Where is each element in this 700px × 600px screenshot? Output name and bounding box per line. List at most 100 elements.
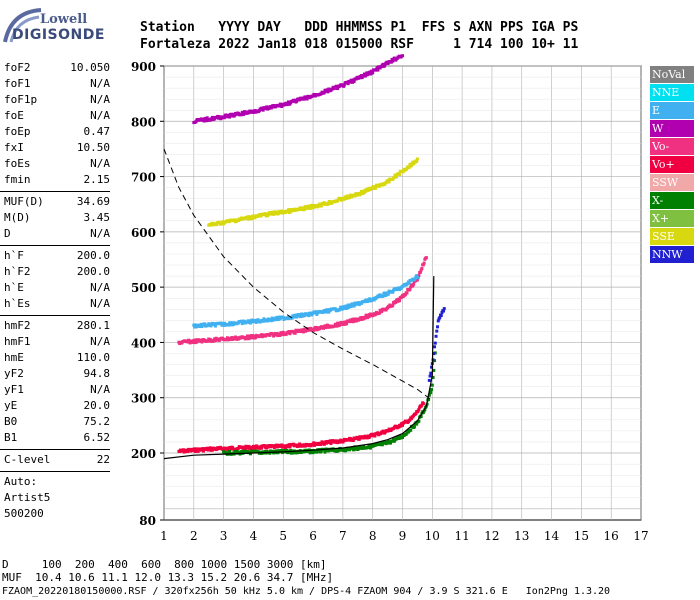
- data-point: [431, 375, 435, 379]
- data-point: [260, 446, 264, 450]
- data-point: [298, 442, 302, 446]
- x-tick-label: 15: [574, 529, 589, 543]
- data-point: [364, 298, 368, 302]
- series-x: [222, 351, 437, 456]
- data-point: [420, 403, 424, 407]
- series-w: [192, 54, 404, 125]
- x-tick-label: 12: [484, 529, 499, 543]
- data-point: [429, 371, 433, 375]
- param-row-ye: yE 20.0: [4, 398, 110, 414]
- data-point: [255, 444, 259, 448]
- y-tick-label: 600: [131, 226, 156, 240]
- data-point: [288, 445, 292, 449]
- param-label: fxI: [4, 141, 24, 154]
- data-point: [280, 104, 284, 108]
- data-point: [389, 441, 393, 445]
- data-point: [305, 97, 309, 101]
- data-point: [430, 383, 434, 387]
- param-value: N/A: [90, 383, 110, 396]
- data-point: [368, 297, 372, 301]
- data-point: [308, 207, 312, 211]
- data-point: [342, 197, 346, 201]
- series-sse: [207, 157, 419, 227]
- data-point: [442, 307, 446, 311]
- data-point: [424, 256, 428, 260]
- data-point: [412, 162, 416, 166]
- param-label: hmF2: [4, 319, 31, 332]
- data-point: [415, 157, 419, 161]
- param-row-md: M(D) 3.45: [4, 210, 110, 226]
- param-value: N/A: [90, 335, 110, 348]
- legend-item-e: E: [650, 102, 694, 119]
- auto-text-2: Artist5: [4, 491, 51, 504]
- data-point: [265, 105, 269, 109]
- data-point: [234, 335, 238, 339]
- data-point: [319, 449, 323, 453]
- series-vo: [177, 401, 425, 454]
- param-label: fmin: [4, 173, 31, 186]
- data-point: [336, 87, 340, 91]
- param-value: 20.0: [83, 399, 111, 412]
- param-row-fxi: fxI 10.50: [4, 140, 110, 156]
- param-value: 2.15: [83, 173, 111, 186]
- param-row-fof2: foF2 10.050: [4, 60, 110, 76]
- param-value: N/A: [90, 93, 110, 106]
- legend-item-sse: SSE: [650, 228, 694, 245]
- data-point: [349, 305, 353, 309]
- data-point: [436, 325, 440, 329]
- param-label: foF1: [4, 77, 31, 90]
- param-label: B0: [4, 415, 18, 428]
- auto-text-3: 500200: [4, 507, 44, 520]
- data-point: [414, 412, 418, 416]
- x-tick-label: 4: [250, 529, 258, 543]
- x-tick-label: 17: [633, 529, 648, 543]
- x-tick-label: 5: [279, 529, 287, 543]
- data-point: [261, 108, 265, 112]
- param-row-hes: h`Es N/A: [4, 296, 110, 312]
- data-point: [263, 444, 267, 448]
- data-point: [391, 290, 395, 294]
- data-point: [427, 397, 431, 401]
- data-point: [351, 446, 355, 450]
- data-point: [439, 314, 443, 318]
- x-tick-label: 9: [399, 529, 407, 543]
- data-point: [376, 68, 380, 72]
- data-point: [295, 99, 299, 103]
- data-point: [323, 450, 327, 454]
- auto-text-1: Auto:: [4, 475, 38, 488]
- data-point: [243, 447, 247, 451]
- param-row-yf1: yF1 N/A: [4, 382, 110, 398]
- data-point: [415, 422, 419, 426]
- data-point: [340, 307, 344, 311]
- param-value: N/A: [90, 109, 110, 122]
- param-row-mufd: MUF(D) 34.69: [4, 194, 110, 210]
- data-point: [333, 307, 337, 311]
- param-row-hme: hmE 110.0: [4, 350, 110, 366]
- fitted-profile-curve: [163, 276, 435, 460]
- data-point: [392, 175, 396, 179]
- data-point: [433, 345, 437, 349]
- data-point: [415, 276, 419, 280]
- legend-item-vo: Vo-: [650, 138, 694, 155]
- data-point: [360, 76, 364, 80]
- data-point: [384, 308, 388, 312]
- data-point: [367, 315, 371, 319]
- distance-row: D 100 200 400 600 800 1000 1500 3000 [km…: [2, 558, 327, 571]
- legend-item-w: W: [650, 120, 694, 137]
- x-tick-label: 2: [190, 529, 198, 543]
- legend-item-x: X-: [650, 192, 694, 209]
- panel-divider: [0, 449, 110, 450]
- data-point: [315, 450, 319, 454]
- y-tick-label: 500: [131, 281, 156, 295]
- data-point: [253, 447, 257, 451]
- param-label: foEs: [4, 157, 31, 170]
- data-point: [386, 292, 390, 296]
- param-value: 75.2: [83, 415, 111, 428]
- data-point: [314, 325, 318, 329]
- data-point: [315, 312, 319, 316]
- x-tick-label: 10: [425, 529, 440, 543]
- param-row-clevel: C-level 22: [4, 452, 110, 468]
- data-point: [327, 200, 331, 204]
- y-tick-label: 300: [131, 392, 156, 406]
- data-point: [275, 315, 279, 319]
